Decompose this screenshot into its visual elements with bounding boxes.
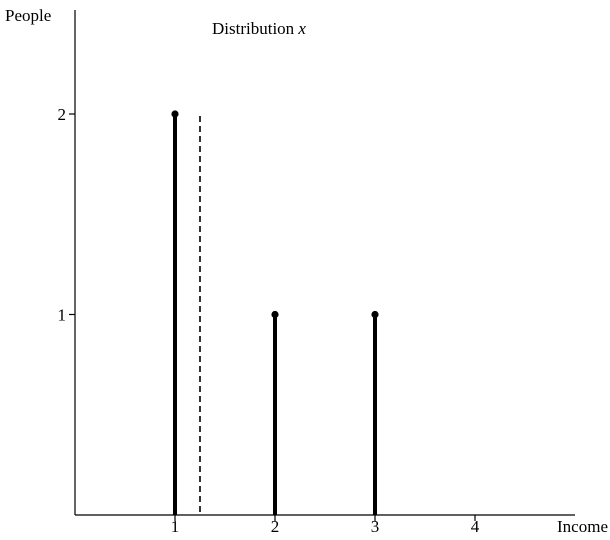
x-tick-label: 4	[471, 517, 480, 536]
x-tick-label: 1	[171, 517, 180, 536]
y-ticks: 12	[58, 105, 75, 325]
y-axis-label: People	[5, 6, 51, 25]
chart-title: Distribution x	[212, 19, 306, 38]
chart-title-variable: x	[297, 19, 306, 38]
stem-point	[171, 110, 179, 118]
x-axis-label: Income	[557, 517, 608, 536]
y-tick-label: 1	[58, 306, 67, 325]
x-ticks: 1 2 3 4	[171, 515, 480, 536]
y-tick-label: 2	[58, 105, 67, 124]
chart-title-text: Distribution	[212, 19, 298, 38]
x-tick-label: 2	[271, 517, 280, 536]
stems	[171, 110, 379, 515]
x-tick-label: 3	[371, 517, 380, 536]
stem-point	[371, 310, 379, 319]
stem-point	[271, 310, 279, 319]
